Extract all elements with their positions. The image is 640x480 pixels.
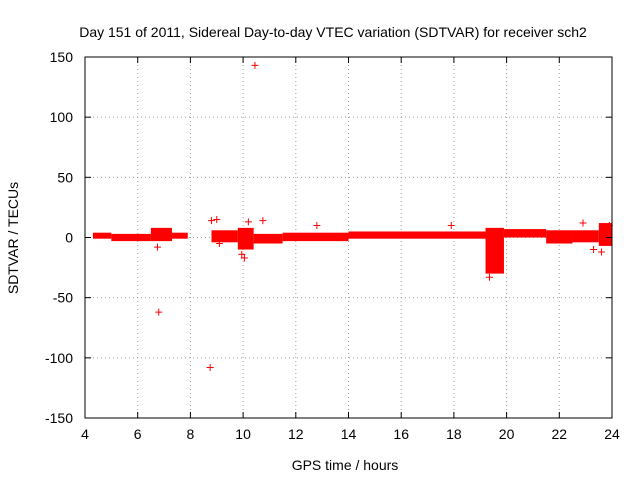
data-point [579,219,587,227]
data-band [211,230,238,243]
data-band [282,232,349,242]
x-tick-label: 8 [187,426,195,442]
data-point [485,273,493,281]
data-point [240,254,248,262]
data-band [598,223,612,246]
x-tick-label: 10 [235,426,251,442]
data-point [215,240,223,248]
data-point [213,215,221,223]
y-axis-label: SDTVAR / TECUs [5,182,21,294]
x-tick-label: 14 [341,426,357,442]
data-point [251,61,259,69]
data-band [171,232,188,239]
data-band [348,231,486,239]
data-point [597,248,605,256]
x-tick-label: 6 [134,426,142,442]
data-band [237,227,254,250]
data-band [111,233,151,242]
data-band [150,227,172,242]
x-axis-label: GPS time / hours [292,457,399,473]
x-tick-label: 18 [446,426,462,442]
y-tick-label: -100 [45,350,73,366]
data-point [313,221,321,229]
data-band [572,230,599,243]
data-point [244,218,252,226]
data-band [503,229,547,238]
data-point [259,217,267,225]
data-band [92,232,112,239]
data-points [92,61,613,371]
chart-title: Day 151 of 2011, Sidereal Day-to-day VTE… [79,24,587,40]
data-point [153,243,161,251]
y-tick-label: -50 [53,290,73,306]
y-tick-labels: -150 -100 -50 0 50 100 150 [45,49,73,426]
x-tick-label: 20 [499,426,515,442]
y-tick-label: 150 [50,49,74,65]
data-band [253,233,283,244]
data-point [206,363,214,371]
y-tick-label: -150 [45,410,73,426]
y-tick-label: 0 [65,230,73,246]
data-band [546,230,573,244]
data-point [590,246,598,254]
x-tick-label: 22 [552,426,568,442]
data-point [155,308,163,316]
x-tick-labels: 4 6 8 10 12 14 16 18 20 22 24 [81,426,620,442]
y-tick-label: 50 [57,169,73,185]
tick-marks [84,56,613,419]
data-point [238,250,246,258]
x-tick-label: 16 [393,426,409,442]
x-tick-label: 12 [288,426,304,442]
data-band [485,227,504,274]
x-tick-label: 24 [604,426,620,442]
data-point [207,217,215,225]
y-tick-label: 100 [50,109,74,125]
x-tick-label: 4 [81,426,89,442]
data-point [447,221,455,229]
